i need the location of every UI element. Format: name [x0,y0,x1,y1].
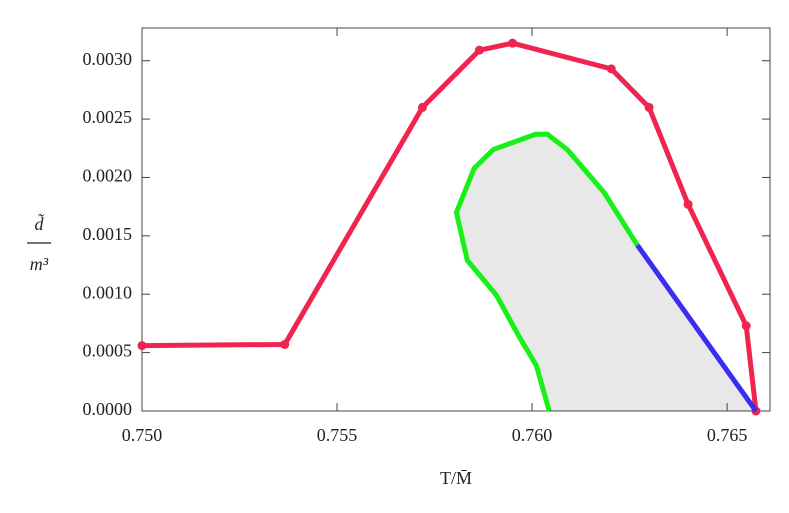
y-tick-label: 0.0000 [83,399,133,419]
y-tick-label: 0.0025 [83,107,133,127]
series-line [635,243,758,413]
y-tick-label: 0.0015 [83,224,133,244]
y-tick-label: 0.0010 [83,282,133,302]
x-axis-label: T/M̄ [440,468,472,488]
series-line [141,40,759,412]
y-tick-label: 0.0005 [83,341,133,361]
series-line [453,131,640,412]
x-tick-label: 0.755 [317,425,358,445]
x-tick-label: 0.765 [707,425,748,445]
y-axis-label-numerator: d̃ [35,213,45,234]
shaded-region [456,134,756,411]
point [137,341,147,351]
y-axis-label-denominator: m³ [30,254,49,274]
point [644,102,654,112]
point [474,45,484,55]
x-tick-label: 0.750 [122,425,163,445]
point [417,102,427,112]
point [741,321,751,331]
y-tick-label: 0.0020 [83,166,133,186]
y-tick-label: 0.0030 [83,49,133,69]
plot-frame [141,27,771,412]
point [606,64,616,74]
point [508,38,518,48]
x-tick-label: 0.760 [512,425,553,445]
point [280,339,290,349]
point [683,199,693,209]
